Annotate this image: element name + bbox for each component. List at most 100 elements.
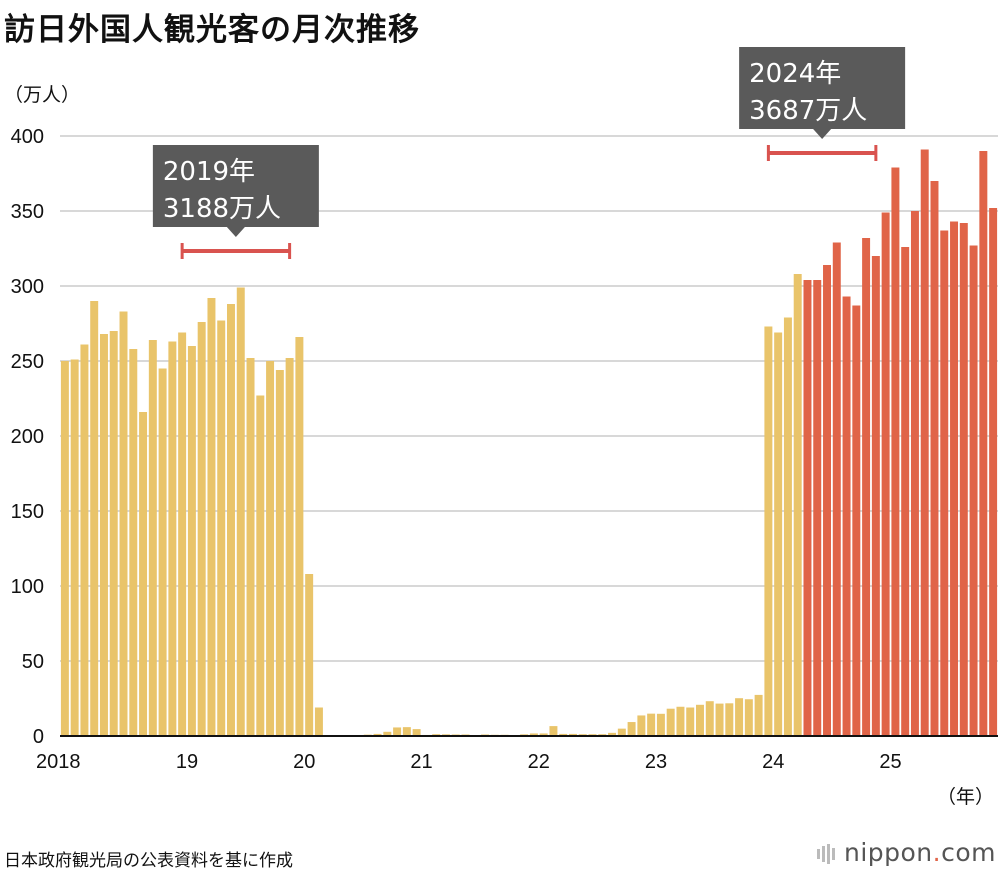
bar [617,728,626,736]
bar [842,296,851,736]
bar [686,707,695,736]
bar [412,729,421,736]
y-axis-unit-label: （万人） [4,84,81,106]
bar [715,703,724,736]
y-tick-label: 300 [11,276,44,298]
brand-name: nippon [843,838,933,867]
bar [793,274,802,736]
bar [99,334,108,736]
bar [80,344,89,736]
bar [148,340,157,736]
bar [246,358,255,736]
bar [90,301,99,736]
bar [314,707,323,736]
bar [940,230,949,736]
bar [696,704,704,736]
bar [705,701,714,736]
bar [676,706,685,736]
y-tick-label: 150 [11,501,44,523]
bar [950,221,959,736]
bar [852,305,861,736]
bar [383,731,392,736]
bar [656,713,665,736]
bar [725,703,734,736]
annotation-callout-box [739,47,906,129]
bar [989,208,998,736]
bar [393,727,402,736]
y-tick-label: 50 [22,651,44,673]
bar [60,361,69,736]
x-tick-label: 20 [293,751,315,773]
bar [627,722,636,736]
bar [608,732,617,736]
y-tick-label: 100 [11,576,44,598]
annotation-year-text: 2024年 [749,59,841,89]
bar [744,699,753,736]
source-note: 日本政府観光局の公表資料を基に作成 [4,851,293,871]
x-axis-unit-label: （年） [936,786,994,808]
chart-title: 訪日外国人観光客の月次推移 [4,12,420,48]
bar [647,713,656,736]
brand-dot: . [932,838,942,867]
bar [207,298,216,736]
bar [275,370,284,736]
bar [930,181,939,736]
y-tick-label: 400 [11,126,44,148]
x-tick-label: 25 [879,751,901,773]
bar [637,715,646,736]
annotation-callout-pointer [226,227,245,237]
bar [285,358,294,736]
bar [783,317,792,736]
bar [539,733,548,736]
bar [266,361,275,736]
bar [70,359,79,736]
x-tick-label: 23 [645,751,667,773]
bar [305,574,314,736]
bar [529,733,538,736]
bar [559,733,568,736]
x-tick-label: 19 [176,751,198,773]
bar [910,211,919,736]
bar [920,149,929,736]
bar [256,395,265,736]
bar [735,698,744,736]
annotation-callout-pointer [813,129,832,139]
bar [568,733,577,736]
bar [109,331,118,736]
bar [236,287,245,736]
brand-logo: nippon.com [816,838,996,867]
bar [227,304,235,736]
bar [373,733,382,736]
bar [832,242,841,736]
bar [871,256,880,736]
y-tick-label: 250 [11,351,44,373]
annotation-year-text: 2019年 [163,157,255,187]
bar [549,726,558,736]
bar [295,337,304,736]
bar [979,151,988,736]
bar [178,332,187,736]
y-tick-label: 350 [11,201,44,223]
bar [891,167,900,736]
bar [969,245,978,736]
bar [813,280,822,736]
bar [774,332,783,736]
y-tick-label: 0 [33,726,44,748]
x-tick-label: 2018 [36,751,81,773]
bar [139,412,148,736]
x-tick-label: 22 [528,751,550,773]
annotation-total-text: 3188万人 [163,194,281,224]
bar [959,223,968,736]
y-tick-label: 200 [11,426,44,448]
bar [666,708,675,736]
brand-tld: com [941,838,996,867]
bar [901,247,910,736]
x-tick-label: 24 [762,751,784,773]
bar [197,322,206,736]
annotation-callout-box [152,145,319,227]
bar [119,311,128,736]
bar [764,326,773,736]
bar [754,694,763,736]
bar [217,320,226,736]
